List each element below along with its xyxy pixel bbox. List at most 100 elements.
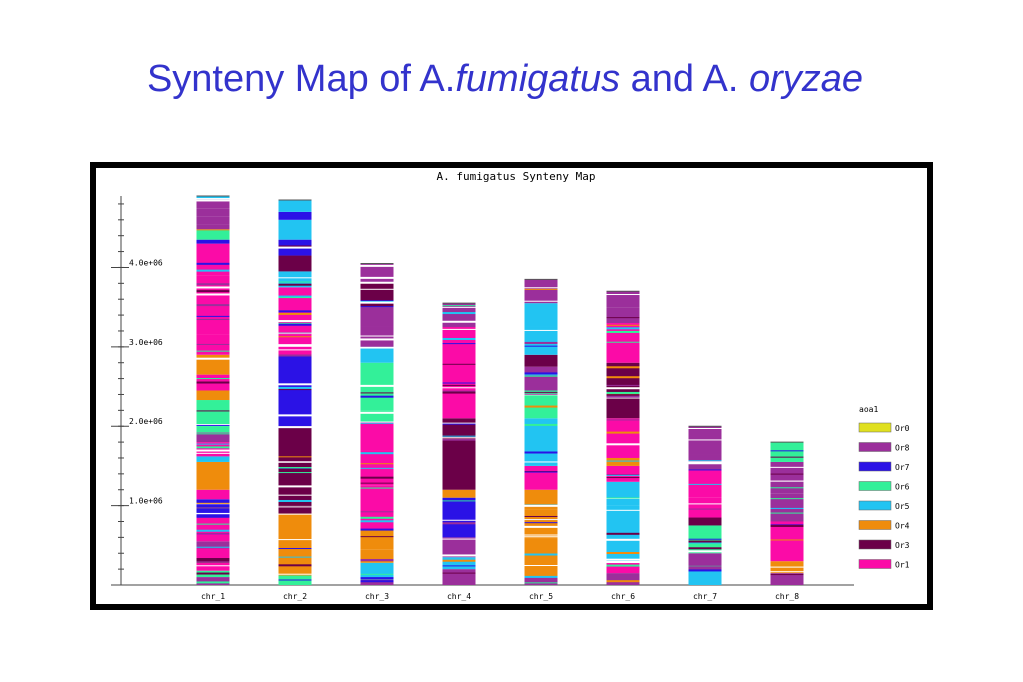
y-tick-label: 4.0e+06 [129, 258, 163, 267]
synteny-stripe [278, 349, 312, 351]
synteny-stripe [770, 480, 804, 482]
synteny-stripe [442, 554, 476, 557]
synteny-block [688, 517, 722, 526]
slide-title: Synteny Map of A.fumigatus and A. oryzae [0, 58, 1010, 101]
synteny-stripe [196, 581, 230, 584]
synteny-stripe [606, 384, 640, 386]
synteny-block [196, 558, 230, 563]
synteny-stripe [770, 539, 804, 541]
synteny-stripe [442, 484, 476, 486]
legend-swatch [858, 500, 892, 511]
synteny-stripe [278, 277, 312, 279]
synteny-block [196, 229, 230, 240]
synteny-stripe [360, 558, 394, 561]
synteny-stripe [278, 506, 312, 508]
synteny-stripe [606, 532, 640, 535]
synteny-stripe [606, 538, 640, 541]
synteny-stripe [524, 393, 558, 395]
synteny-stripe [606, 548, 640, 550]
synteny-block [770, 493, 804, 522]
synteny-stripe [770, 571, 804, 573]
synteny-block [606, 362, 640, 419]
synteny-block [278, 505, 312, 514]
synteny-block [770, 521, 804, 562]
synteny-stripe [442, 435, 476, 437]
synteny-stripe [278, 564, 312, 567]
synteny-stripe [196, 198, 230, 200]
synteny-stripe [360, 577, 394, 580]
synteny-block [360, 307, 394, 327]
synteny-stripe [688, 538, 722, 540]
synteny-stripe [278, 245, 312, 248]
synteny-stripe [278, 539, 312, 541]
synteny-stripe [770, 574, 804, 576]
synteny-stripe [278, 513, 312, 515]
synteny-stripe [442, 519, 476, 521]
synteny-stripe [442, 306, 476, 308]
synteny-stripe [196, 502, 230, 504]
synteny-stripe [360, 264, 394, 267]
synteny-stripe [524, 405, 558, 408]
synteny-block [196, 199, 230, 209]
x-tick-label: chr_5 [529, 592, 553, 601]
synteny-block [278, 354, 312, 427]
synteny-stripe [278, 499, 312, 502]
synteny-stripe [524, 287, 558, 289]
synteny-stripe [524, 553, 558, 556]
synteny-block [360, 410, 394, 423]
synteny-stripe [606, 558, 640, 561]
synteny-block [688, 497, 722, 518]
synteny-stripe [360, 338, 394, 341]
legend-label: Or1 [895, 561, 910, 570]
synteny-stripe [606, 294, 640, 296]
synteny-stripe [196, 290, 230, 293]
synteny-stripe [442, 514, 476, 516]
legend-label: Or5 [895, 502, 910, 511]
synteny-stripe [770, 473, 804, 475]
synteny-block [770, 461, 804, 482]
synteny-stripe [278, 320, 312, 323]
synteny-stripe [360, 300, 394, 302]
synteny-stripe [278, 344, 312, 347]
synteny-block [196, 400, 230, 433]
legend-swatch [858, 461, 892, 472]
synteny-stripe [278, 389, 312, 391]
synteny-block [360, 562, 394, 579]
synteny-stripe [278, 472, 312, 474]
synteny-stripe [606, 317, 640, 319]
synteny-stripe [442, 559, 476, 562]
synteny-stripe [360, 281, 394, 284]
legend-label: Or7 [895, 463, 910, 472]
synteny-stripe [442, 423, 476, 425]
synteny-block [196, 461, 230, 490]
synteny-stripe [688, 503, 722, 505]
synteny-stripe [360, 516, 394, 519]
synteny-stripe [360, 487, 394, 489]
synteny-stripe [196, 357, 230, 360]
synteny-stripe [196, 561, 230, 563]
synteny-stripe [442, 328, 476, 330]
synteny-block [524, 303, 558, 327]
synteny-stripe [360, 463, 394, 465]
x-tick-label: chr_3 [365, 592, 389, 601]
synteny-block [606, 465, 640, 482]
synteny-stripe [688, 540, 722, 543]
synteny-stripe [360, 276, 394, 279]
synteny-stripe [442, 312, 476, 315]
synteny-block [606, 457, 640, 466]
synteny-stripe [278, 426, 312, 429]
synteny-stripe [524, 582, 558, 584]
synteny-block [524, 538, 558, 578]
synteny-stripe [360, 384, 394, 387]
synteny-stripe [196, 378, 230, 380]
synteny-stripe [278, 336, 312, 338]
synteny-block [606, 561, 640, 574]
synteny-stripe [278, 579, 312, 581]
x-tick-label: chr_7 [693, 592, 717, 601]
synteny-stripe [770, 524, 804, 527]
slide-title-species-1: fumigatus [455, 58, 621, 100]
synteny-stripe [278, 485, 312, 488]
synteny-block [442, 569, 476, 585]
synteny-stripe [688, 550, 722, 553]
synteny-stripe [196, 199, 230, 202]
